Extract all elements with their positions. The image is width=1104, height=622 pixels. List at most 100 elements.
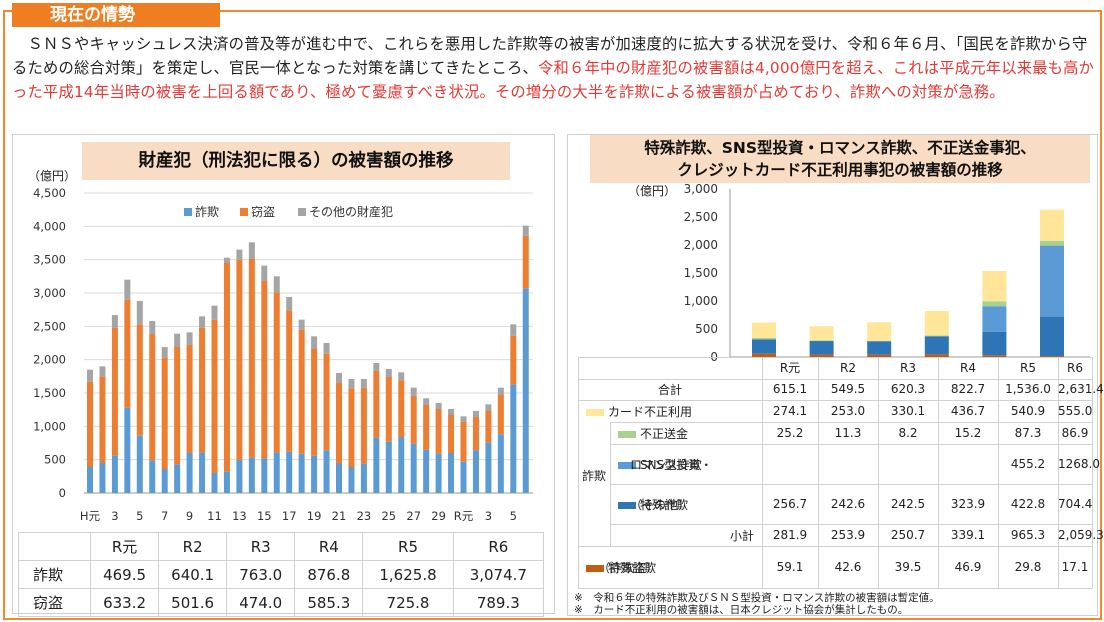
bar-segment xyxy=(248,259,255,458)
legend-label: 詐欺 xyxy=(195,204,219,219)
x-tick-label: 3 xyxy=(485,509,492,523)
x-tick-label: 11 xyxy=(207,509,222,523)
table-cell: 501.6 xyxy=(158,588,228,617)
bar-segment xyxy=(99,376,106,463)
legend-swatch xyxy=(586,408,604,416)
table-cell: 250.7 xyxy=(890,528,926,542)
row-label-text: 合計 xyxy=(657,383,682,397)
table-header: R元 xyxy=(779,361,801,375)
table-row: R元 R2 R3 R4 R5 R6 xyxy=(18,532,545,561)
left-chart-title: 財産犯（刑法犯に限る）の被害額の推移 xyxy=(82,142,510,180)
bar-segment xyxy=(497,434,504,493)
right-chart-panel xyxy=(567,134,1098,616)
row-label: SNS型投資・ ロマンス詐欺 xyxy=(610,444,762,484)
table-cell: 1,536.0 xyxy=(1005,382,1051,396)
section-label: 現在の情勢 xyxy=(12,3,220,27)
table-rule xyxy=(610,444,1092,445)
legend-swatch xyxy=(618,461,636,469)
row-label: 窃盗 xyxy=(18,588,91,617)
bar-segment xyxy=(87,467,93,493)
row-label-text: 特殊詐欺 xyxy=(586,559,656,576)
table-rule xyxy=(818,357,819,588)
bar-segment xyxy=(398,380,405,437)
bar-segment xyxy=(485,411,492,443)
bar-segment xyxy=(360,387,367,464)
bar-segment xyxy=(248,457,255,493)
bar-segment xyxy=(273,452,280,493)
bar-segment xyxy=(385,369,392,377)
y-tick-label: 2,000 xyxy=(33,353,66,367)
table-cell: 11.3 xyxy=(834,426,862,440)
x-tick-label: H元 xyxy=(80,509,101,523)
bar-segment xyxy=(186,453,193,493)
bar-segment xyxy=(373,371,380,438)
table-header: R6 xyxy=(452,532,545,561)
bar-segment xyxy=(485,442,492,493)
x-tick-label: 21 xyxy=(332,509,347,523)
bar-segment xyxy=(867,354,892,357)
bar-segment xyxy=(373,363,380,371)
table-rule xyxy=(610,524,1092,525)
bar-segment xyxy=(1040,209,1064,241)
bar-segment xyxy=(348,379,355,389)
row-label: 不正送金 xyxy=(610,422,762,444)
y-tick-label: 2,500 xyxy=(684,210,718,224)
legend-swatch xyxy=(618,501,636,509)
legend-label: その他の財産犯 xyxy=(309,204,393,219)
table-cell: 256.7 xyxy=(772,497,808,511)
table-rule xyxy=(578,357,579,588)
bar-segment xyxy=(111,455,118,493)
bar-segment xyxy=(982,331,1007,356)
bar-segment xyxy=(99,366,106,377)
table-header: R4 xyxy=(294,532,364,561)
table-rule xyxy=(610,422,1092,423)
x-tick-label: 13 xyxy=(232,509,247,523)
bar-segment xyxy=(348,467,355,493)
table-rule xyxy=(998,357,999,588)
bar-segment xyxy=(867,322,892,341)
bar-segment xyxy=(111,327,118,456)
x-tick-label: 9 xyxy=(186,509,193,523)
group-label: 詐欺 xyxy=(581,469,606,483)
bar-segment xyxy=(136,301,143,325)
table-cell: 422.8 xyxy=(1010,497,1046,511)
table-cell: 585.3 xyxy=(294,588,364,617)
bar-segment xyxy=(236,249,243,260)
bar-segment xyxy=(1040,240,1064,246)
table-cell: 615.1 xyxy=(772,382,808,396)
x-tick-label: 15 xyxy=(257,509,272,523)
table-header: R2 xyxy=(840,361,856,375)
table-cell: 39.5 xyxy=(894,560,922,574)
bar-segment xyxy=(149,333,156,461)
intro-highlight: 令和６年中の財産犯の被害額は4,000億円を超え、これは平成元年以来最も高かった… xyxy=(12,59,1095,101)
x-tick-label: 19 xyxy=(307,509,322,523)
legend-swatch xyxy=(184,208,192,216)
bar-segment xyxy=(373,437,380,493)
row-label-text: 特殊詐欺 xyxy=(618,496,688,513)
table-header: R6 xyxy=(1067,361,1083,375)
intro-text: ＳＮＳやキャッシュレス決済の普及等が進む中で、これらを悪用した詐欺等の被害が加速… xyxy=(12,35,1088,77)
bar-segment xyxy=(423,398,430,405)
legend-swatch xyxy=(586,564,604,572)
row-label-text: 不正送金 xyxy=(618,425,688,442)
bar-segment xyxy=(448,415,455,453)
bar-segment xyxy=(136,435,143,493)
y-tick-label: 1,000 xyxy=(33,419,66,433)
table-cell: 242.6 xyxy=(830,497,866,511)
bar-segment xyxy=(174,464,181,493)
table-cell: 789.3 xyxy=(452,588,545,617)
row-label-text: SNS型投資・ xyxy=(618,456,712,473)
bar-segment xyxy=(485,404,492,411)
bar-segment xyxy=(423,449,430,493)
bar-segment xyxy=(924,310,949,336)
table-rule xyxy=(610,422,611,546)
table-cell: 1268.0 xyxy=(1058,457,1100,471)
bar-segment xyxy=(124,279,131,300)
bar-segment xyxy=(336,383,342,463)
x-tick-label: 17 xyxy=(282,509,297,523)
bar-segment xyxy=(448,409,455,415)
legend-swatch xyxy=(240,208,248,216)
bar-segment xyxy=(199,316,206,328)
bar-segment xyxy=(423,405,430,450)
y-tick-label: 2,000 xyxy=(684,238,718,252)
